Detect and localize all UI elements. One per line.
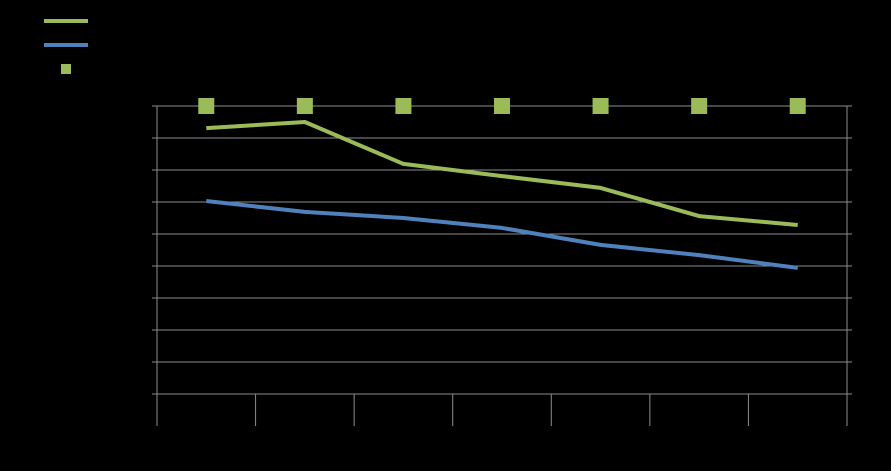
- marker: [691, 98, 708, 114]
- marker: [296, 98, 313, 114]
- marker: [592, 98, 609, 114]
- legend-symbol: [61, 64, 71, 74]
- marker: [395, 98, 412, 114]
- marker: [789, 98, 806, 114]
- marker: [198, 98, 215, 114]
- line: [206, 199, 798, 270]
- line: [206, 120, 798, 228]
- marker: [494, 98, 510, 114]
